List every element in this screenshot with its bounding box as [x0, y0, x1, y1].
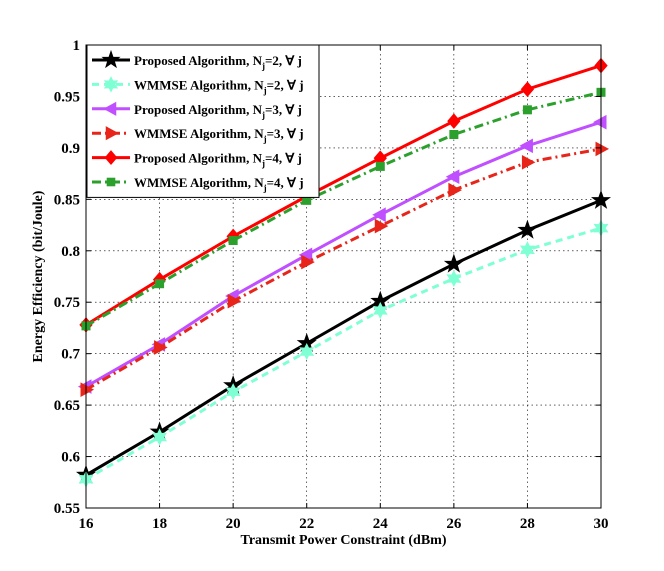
legend-label: WMMSE Algorithm, Nj=3, ∀ j [134, 126, 304, 144]
legend-entry: Proposed Algorithm, Nj=4, ∀ j [92, 150, 302, 169]
legend-label-subscript: j [263, 85, 267, 95]
data-point [519, 138, 533, 154]
series-line [85, 64, 602, 327]
legend-entry: Proposed Algorithm, Nj=2, ∀ j [92, 49, 302, 71]
y-tick-label: 1 [73, 38, 81, 54]
legend-label-subscript: j [261, 110, 265, 120]
data-point [372, 207, 386, 223]
legend-marker [106, 177, 116, 187]
x-tick-label: 28 [520, 516, 535, 532]
legend-box [86, 44, 320, 198]
legend-entry: WMMSE Algorithm, Nj=2, ∀ j [92, 76, 304, 95]
data-point [299, 342, 315, 361]
data-point [446, 269, 462, 288]
legend-label-subscript: j [263, 134, 267, 144]
y-tick-label: 0.95 [54, 89, 80, 105]
legend-marker [103, 101, 117, 116]
data-point [517, 219, 538, 239]
data-point [595, 141, 610, 157]
y-tick-label: 0.55 [54, 501, 80, 517]
data-point [443, 253, 464, 273]
legend-label-subscript: j [263, 183, 267, 193]
legend-label-main: Proposed Algorithm, N [134, 151, 263, 166]
y-tick-label: 0.75 [54, 295, 80, 311]
y-tick-label: 0.8 [61, 244, 80, 260]
y-axis-label: Energy Efficiency (bit/Joule) [31, 190, 46, 362]
series-line [85, 147, 602, 391]
data-point [227, 293, 242, 309]
legend-entry: WMMSE Algorithm, Nj=3, ∀ j [92, 126, 304, 144]
data-point [374, 218, 389, 234]
legend-entry: Proposed Algorithm, Nj=3, ∀ j [92, 101, 302, 120]
legend-label: Proposed Algorithm, Nj=2, ∀ j [134, 53, 302, 71]
y-tick-label: 0.65 [54, 398, 80, 414]
legend-marker [103, 76, 119, 93]
series-line [85, 226, 602, 481]
data-point [449, 130, 459, 140]
legend-label-tail: =4, ∀ j [267, 175, 304, 190]
axis-ticks: 16 18 20 22 24 26 28 30 0.55 0.6 0.65 0.7 0.75 0.8 0.8… [54, 38, 609, 532]
legend-label-tail: =3, ∀ j [267, 126, 304, 141]
series-line [85, 120, 602, 388]
series-line [85, 198, 602, 477]
legend-label-main: Proposed Algorithm, N [134, 53, 263, 68]
plot-frame [85, 44, 602, 509]
data-point [445, 169, 460, 185]
y-tick-label: 0.85 [54, 192, 80, 208]
data-point [522, 105, 532, 115]
data-point [372, 301, 388, 320]
legend-label-subscript: j [261, 61, 265, 71]
data-point [592, 114, 607, 130]
data-point [521, 154, 536, 170]
data-point [225, 383, 241, 401]
data-point [228, 235, 238, 245]
legend-label-main: WMMSE Algorithm, N [134, 126, 264, 141]
legend-label: WMMSE Algorithm, Nj=2, ∀ j [134, 77, 304, 95]
legend-marker [101, 49, 121, 69]
legend-label-tail: =2, ∀ j [265, 53, 302, 68]
legend-label-subscript: j [261, 159, 265, 169]
series-4 [80, 141, 610, 398]
x-tick-label: 16 [79, 516, 95, 532]
y-tick-label: 0.7 [61, 347, 80, 363]
legend-label-tail: =2, ∀ j [267, 77, 304, 92]
x-tick-label: 18 [152, 516, 167, 532]
legend-label-tail: =3, ∀ j [265, 102, 302, 117]
legend-label: WMMSE Algorithm, Nj=4, ∀ j [134, 175, 304, 193]
data-point [152, 428, 168, 446]
legend-marker [104, 150, 118, 166]
legend-label-main: Proposed Algorithm, N [134, 102, 263, 117]
x-axis-label: Transmit Power Constraint (dBm) [241, 533, 447, 548]
data-point [375, 161, 385, 171]
data-point [519, 241, 535, 259]
x-tick-label: 22 [299, 516, 314, 532]
x-tick-label: 20 [226, 516, 241, 532]
data-point [301, 254, 315, 270]
legend-label-main: WMMSE Algorithm, N [134, 175, 264, 190]
x-tick-label: 24 [373, 516, 389, 532]
data-point [447, 113, 461, 129]
legend-label-main: WMMSE Algorithm, N [134, 77, 264, 92]
legend-label: Proposed Algorithm, Nj=4, ∀ j [134, 151, 302, 169]
data-point [154, 340, 168, 355]
legend-label: Proposed Algorithm, Nj=3, ∀ j [134, 102, 302, 120]
data-point [520, 81, 535, 98]
y-tick-label: 0.6 [61, 450, 80, 466]
data-point [80, 382, 95, 398]
legend-marker [105, 126, 119, 141]
x-tick-label: 30 [594, 516, 609, 532]
legend-entry: WMMSE Algorithm, Nj=4, ∀ j [92, 175, 304, 193]
data-point [155, 279, 165, 289]
data-point [448, 182, 462, 198]
y-tick-label: 0.9 [61, 141, 80, 157]
legend-label-tail: =4, ∀ j [265, 151, 302, 166]
x-tick-label: 26 [446, 516, 462, 532]
series-line [85, 90, 602, 328]
